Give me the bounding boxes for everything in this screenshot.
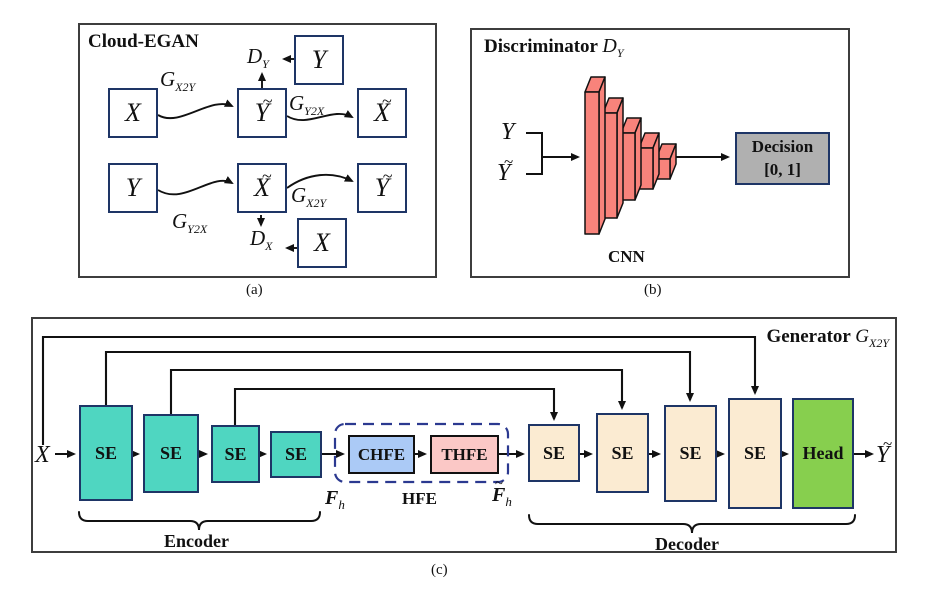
decoder-se-block-4: SE [728, 398, 782, 509]
head-block: Head [792, 398, 854, 509]
decoder-brace [528, 514, 856, 534]
box-x-real-reference: X [297, 218, 347, 268]
box-x-reconstructed-top: ~ X [357, 88, 407, 138]
arrow-y-to-xtilde [157, 176, 234, 196]
box-x-real-top: X [108, 88, 158, 138]
chfe-block: CHFE [348, 435, 415, 474]
tilde-accent: ~ [504, 152, 514, 171]
cnn-layer-bars [584, 76, 677, 235]
discriminator-svg [526, 76, 730, 235]
cnn-layer-bar-1 [584, 76, 606, 235]
label-d-x: DX [250, 226, 273, 254]
cycle-gan-arrows-svg [157, 55, 354, 252]
math-letter: ~ Y [497, 152, 514, 186]
decision-box: Decision [0, 1] [735, 132, 830, 185]
cnn-layer-bar-4 [638, 132, 660, 190]
encoder-se-block-3: SE [211, 425, 260, 483]
label-f-h-tilde: ~ Fh [492, 476, 512, 509]
caption-c: (c) [431, 562, 448, 578]
label-g-x2y-bottom: GX2Y [291, 183, 327, 211]
panel-c-title: Generator GX2Y [766, 326, 889, 350]
math-letter: ~ Y [876, 434, 893, 468]
encoder-label: Encoder [164, 531, 229, 551]
decision-range: [0, 1] [764, 159, 801, 179]
skip-connection-1 [41, 335, 759, 445]
math-letter: ~ F [492, 476, 506, 506]
panel-generator: Generator GX2Y X SE SE SE SE CHFE THFE S… [31, 317, 897, 554]
input-label-y: Y [501, 119, 515, 145]
label-g-x2y-top: GX2Y [160, 67, 196, 95]
math-letter: Y [125, 173, 141, 202]
generator-symbol: GX2Y [855, 326, 889, 350]
skip-connection-4 [233, 387, 558, 425]
tilde-accent: ~ [495, 476, 504, 492]
math-letter: ~ X [254, 166, 272, 202]
label-f-h: Fh [325, 487, 345, 512]
discriminator-symbol: DY [602, 35, 624, 60]
box-y-reconstructed-bottom: ~ Y [357, 163, 407, 213]
decoder-se-block-2: SE [596, 413, 649, 493]
decoder-se-block-1: SE [528, 424, 580, 482]
cnn-layer-bar-2 [602, 97, 624, 219]
tilde-accent: ~ [262, 166, 272, 186]
arrow-xtilde-to-ytilde [286, 173, 354, 189]
thfe-block: THFE [430, 435, 499, 474]
encoder-se-block-2: SE [143, 414, 199, 493]
decoder-label: Decoder [655, 534, 719, 554]
tilde-accent: ~ [382, 91, 392, 111]
math-letter: ~ Y [374, 166, 393, 202]
encoder-brace [78, 511, 321, 531]
encoder-se-block-1: SE [79, 405, 133, 501]
cnn-layer-bar-3 [620, 117, 642, 201]
math-letter: ~ X [374, 91, 392, 127]
math-letter: ~ Y [254, 91, 273, 127]
panel-b-title: Discriminator DY [484, 35, 624, 60]
encoder-se-block-4: SE [270, 431, 322, 478]
panel-cloud-egan: Cloud-EGAN X ~ Y ~ X Y Y ~ X ~ Y X GX2Y GY2X… [78, 23, 437, 278]
math-letter: X [125, 98, 141, 127]
label-g-y2x-bottom: GY2X [172, 209, 208, 237]
skip-connection-3 [169, 368, 626, 414]
panel-a-title: Cloud-EGAN [88, 31, 199, 52]
tilde-accent: ~ [382, 166, 393, 186]
cnn-label: CNN [608, 247, 645, 266]
math-letter: Y [311, 45, 327, 74]
panel-discriminator: Discriminator DY Y ~ Y CNN Decision [0, 1… [470, 28, 850, 278]
caption-a: (a) [246, 282, 263, 298]
arrow-ytilde-to-xtilde [286, 110, 354, 122]
caption-b: (b) [644, 282, 662, 298]
label-d-y: DY [247, 44, 269, 72]
input-bracket [526, 132, 543, 175]
label-hfe: HFE [402, 489, 437, 508]
generator-svg [41, 335, 874, 534]
hfe-dashed-outline [333, 422, 510, 484]
decision-text: Decision [751, 137, 814, 157]
box-x-generated-bottom: ~ X [237, 163, 287, 213]
box-y-real-reference: Y [294, 35, 344, 85]
generator-input-x: X [35, 442, 50, 468]
decoder-se-block-3: SE [664, 405, 717, 502]
input-label-y-tilde: ~ Y [497, 152, 514, 186]
generator-output-y-tilde: ~ Y [876, 434, 893, 468]
label-g-y2x-top: GY2X [289, 91, 325, 119]
tilde-accent: ~ [262, 91, 273, 111]
math-letter: X [314, 228, 330, 257]
box-y-real-bottom: Y [108, 163, 158, 213]
arrow-x-to-ytilde [157, 99, 234, 120]
tilde-accent: ~ [883, 434, 893, 453]
skip-connection-2 [104, 350, 694, 405]
box-y-generated-top: ~ Y [237, 88, 287, 138]
